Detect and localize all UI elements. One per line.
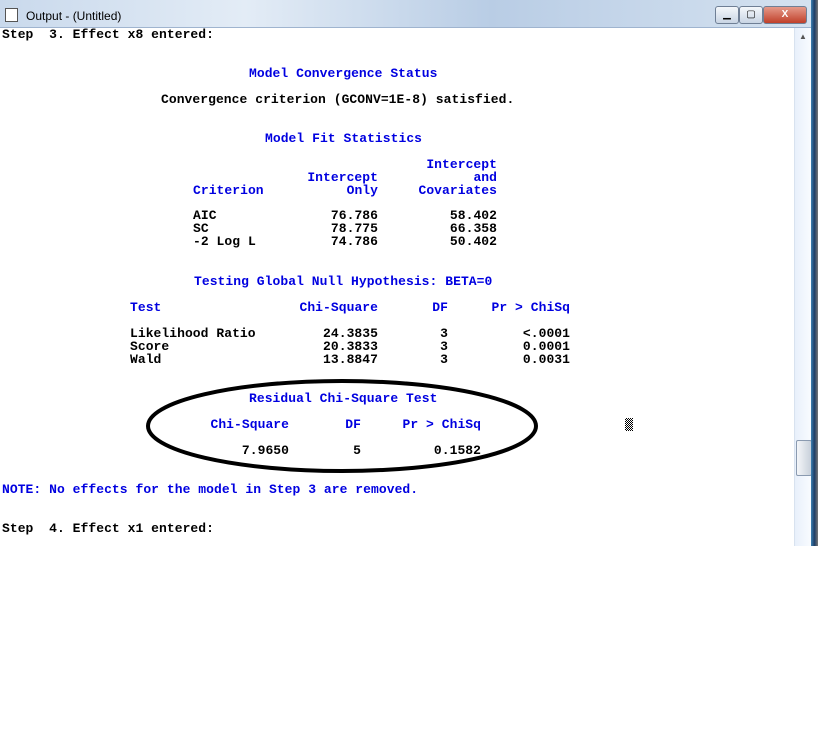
fit-cell: 76.786: [330, 208, 378, 223]
minimize-button[interactable]: ▁: [715, 6, 739, 24]
global-cell: Wald: [130, 352, 162, 367]
maximize-button[interactable]: ▢: [739, 6, 763, 24]
global-cell: 3: [440, 326, 448, 341]
residual-header: DF: [345, 417, 361, 432]
global-cell: 0.0031: [522, 352, 570, 367]
fit-cell: 66.358: [449, 221, 497, 236]
fit-cell: 74.786: [330, 234, 378, 249]
output-window: Output - (Untitled) ▁ ▢ X Step 3. Effect…: [0, 0, 818, 546]
global-cell: Likelihood Ratio: [130, 326, 256, 341]
fit-cell: AIC: [193, 208, 217, 223]
global-cell: Score: [130, 339, 170, 354]
residual-header: Chi-Square: [210, 417, 289, 432]
convergence-text: Convergence criterion (GCONV=1E-8) satis…: [161, 92, 515, 107]
fit-cell: 58.402: [449, 208, 497, 223]
fit-header: Intercept: [307, 170, 378, 185]
global-cell: 13.8847: [323, 352, 378, 367]
note-line: NOTE: No effects for the model in Step 3…: [2, 482, 419, 497]
window-frame: [811, 0, 818, 546]
residual-cell: 7.9650: [241, 443, 289, 458]
step4-line: Step 4. Effect x1 entered:: [2, 521, 214, 536]
fit-header: Only: [346, 183, 378, 198]
global-header: Test: [130, 300, 162, 315]
text-cursor-icon: [625, 418, 633, 431]
global-cell: 24.3835: [323, 326, 378, 341]
fit-cell: 78.775: [330, 221, 378, 236]
fit-header: Covariates: [418, 183, 497, 198]
residual-cell: 5: [353, 443, 361, 458]
global-cell: 20.3833: [323, 339, 378, 354]
window-title: Output - (Untitled): [26, 9, 122, 23]
global-header: DF: [432, 300, 448, 315]
fit-header: Criterion: [193, 183, 264, 198]
global-header: Chi-Square: [299, 300, 378, 315]
fit-header: Intercept: [426, 157, 497, 172]
convergence-title: Model Convergence Status: [249, 66, 438, 81]
fit-cell: SC: [193, 221, 209, 236]
fit-header: and: [473, 170, 497, 185]
global-header: Pr > ChiSq: [491, 300, 570, 315]
residual-header: Pr > ChiSq: [402, 417, 481, 432]
global-cell: <.0001: [522, 326, 570, 341]
fit-cell: 50.402: [449, 234, 497, 249]
scrollbar-thumb[interactable]: [796, 440, 812, 476]
scroll-up-arrow-icon[interactable]: ▲: [799, 32, 807, 41]
close-button[interactable]: X: [763, 6, 807, 24]
residual-title: Residual Chi-Square Test: [249, 391, 438, 406]
residual-cell: 0.1582: [433, 443, 481, 458]
global-cell: 3: [440, 339, 448, 354]
output-window-icon: [5, 8, 18, 22]
step3-line: Step 3. Effect x8 entered:: [2, 28, 214, 42]
highlight-ellipse: [146, 379, 538, 473]
output-text-area[interactable]: Step 3. Effect x8 entered: Model Converg…: [0, 28, 794, 546]
global-cell: 0.0001: [522, 339, 570, 354]
fit-title: Model Fit Statistics: [265, 131, 423, 146]
fit-cell: -2 Log L: [193, 234, 256, 249]
title-bar: Output - (Untitled) ▁ ▢ X: [0, 0, 818, 28]
vertical-scrollbar[interactable]: ▲: [794, 28, 812, 546]
global-title: Testing Global Null Hypothesis: BETA=0: [194, 274, 493, 289]
global-cell: 3: [440, 352, 448, 367]
